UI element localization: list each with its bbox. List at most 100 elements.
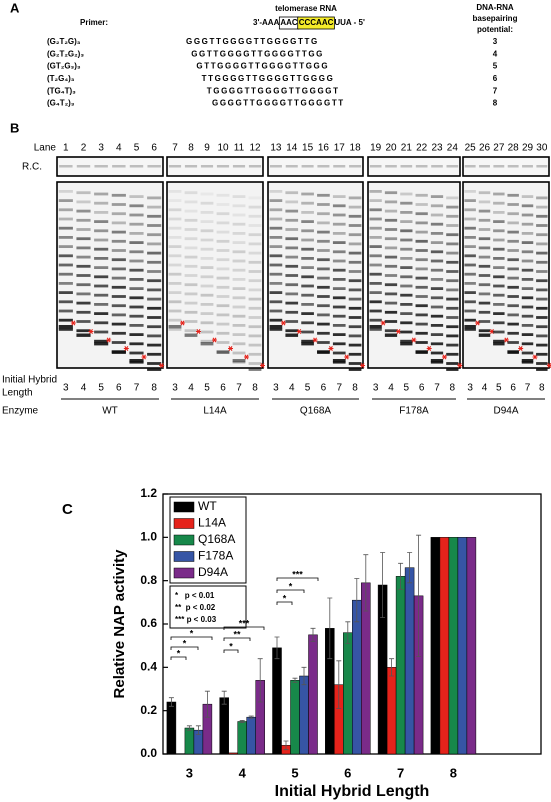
gel-band (332, 342, 346, 346)
gel (56, 181, 164, 369)
significance-bracket (223, 649, 239, 653)
gel-band (493, 211, 505, 214)
gel-band (94, 211, 109, 214)
gel-band (430, 250, 444, 254)
lane-number: 18 (350, 143, 362, 154)
gel-band (58, 236, 73, 239)
pairing-potential: 5 (493, 62, 498, 71)
gel-band (184, 292, 198, 296)
gel-band (111, 313, 126, 317)
gel-band (301, 293, 314, 297)
lane-number: 3 (98, 143, 104, 154)
gel-band (147, 297, 162, 301)
gel-band (147, 251, 162, 255)
gel-band (493, 303, 505, 306)
gel-band (285, 301, 299, 305)
gel-band (168, 236, 182, 239)
gel-band (248, 362, 262, 365)
gel-band (248, 306, 262, 310)
lane-number: 19 (370, 143, 382, 154)
gel-band (317, 239, 330, 243)
gel-band (430, 268, 444, 272)
gel-band (269, 282, 283, 285)
gel-band (536, 316, 548, 319)
gel-band (521, 333, 534, 336)
gel-band (200, 342, 214, 346)
gel-band (200, 312, 214, 315)
gel-band (369, 226, 382, 230)
gel-band (400, 229, 413, 233)
gel-band (446, 334, 459, 338)
gel-band (400, 275, 413, 279)
gel-band (94, 247, 109, 251)
gel-band (76, 200, 91, 204)
bar (272, 647, 282, 755)
y-tick-label: 1.0 (140, 530, 157, 544)
gel-band (232, 222, 246, 226)
gel-band (369, 208, 382, 212)
gel-band (147, 224, 162, 227)
primer-name: (G₄T₂)₃ (47, 99, 75, 108)
bar (228, 752, 238, 755)
gel-band (446, 316, 459, 319)
gel-band (464, 282, 476, 285)
gel-band (536, 251, 548, 255)
primer-name: (G₂T₂G)₃ (47, 37, 81, 46)
gel-band (248, 196, 262, 200)
gel-band (285, 237, 299, 241)
gel-band (400, 312, 413, 315)
rc-strip (267, 156, 364, 177)
gel-band (232, 204, 246, 208)
gel-band (58, 190, 73, 193)
gel-band (285, 310, 299, 314)
lane-heading: Lane (34, 143, 57, 154)
gel-band (168, 300, 182, 304)
gel-band (521, 287, 534, 290)
gel-band (285, 209, 299, 213)
gel-band (317, 276, 330, 280)
gel-band (301, 321, 314, 325)
hybrid-length: 6 (419, 383, 425, 394)
gel-band (269, 309, 283, 313)
bar (466, 537, 477, 755)
gel-band (301, 275, 314, 279)
significance-bracket (276, 577, 319, 581)
pairing-potential: 3 (493, 37, 498, 46)
gel-band (446, 260, 459, 264)
hybrid-length: 3 (172, 383, 178, 394)
primer-name: (TG₄T)₃ (47, 86, 76, 95)
gel-band (348, 343, 362, 347)
hybrid-length: 7 (134, 383, 140, 394)
hybrid-length: 5 (496, 383, 502, 394)
gel-band (129, 195, 144, 198)
gel-band (94, 257, 109, 260)
gel-band (430, 278, 444, 281)
asterisk (141, 354, 147, 360)
gel-band (369, 199, 382, 202)
gel-band (317, 331, 330, 335)
gel-band (200, 330, 214, 334)
gel-band (129, 305, 144, 309)
gel-band (147, 214, 162, 218)
gel-band (478, 329, 491, 333)
gel-band (200, 257, 214, 260)
hybrid-length: 4 (289, 383, 295, 394)
lane-number: 22 (416, 143, 428, 154)
y-tick-label: 0.2 (140, 703, 157, 717)
gel-band (94, 284, 109, 288)
gel-band (348, 325, 362, 329)
gel-band (76, 264, 91, 268)
primer-name: (T₂G₄)₃ (47, 74, 75, 83)
rna-segment: UUA - 5' (334, 18, 365, 27)
gel-band (536, 352, 548, 356)
gel-band (317, 193, 330, 197)
error-bar (327, 597, 333, 660)
lane-number: 9 (204, 143, 210, 154)
gel-band (400, 330, 413, 334)
hybrid-length: 5 (204, 383, 210, 394)
gel-band (507, 221, 519, 225)
gel-band (94, 342, 109, 346)
potential-heading: basepairing (473, 14, 518, 23)
gel-band (168, 245, 182, 248)
bar (246, 716, 256, 755)
